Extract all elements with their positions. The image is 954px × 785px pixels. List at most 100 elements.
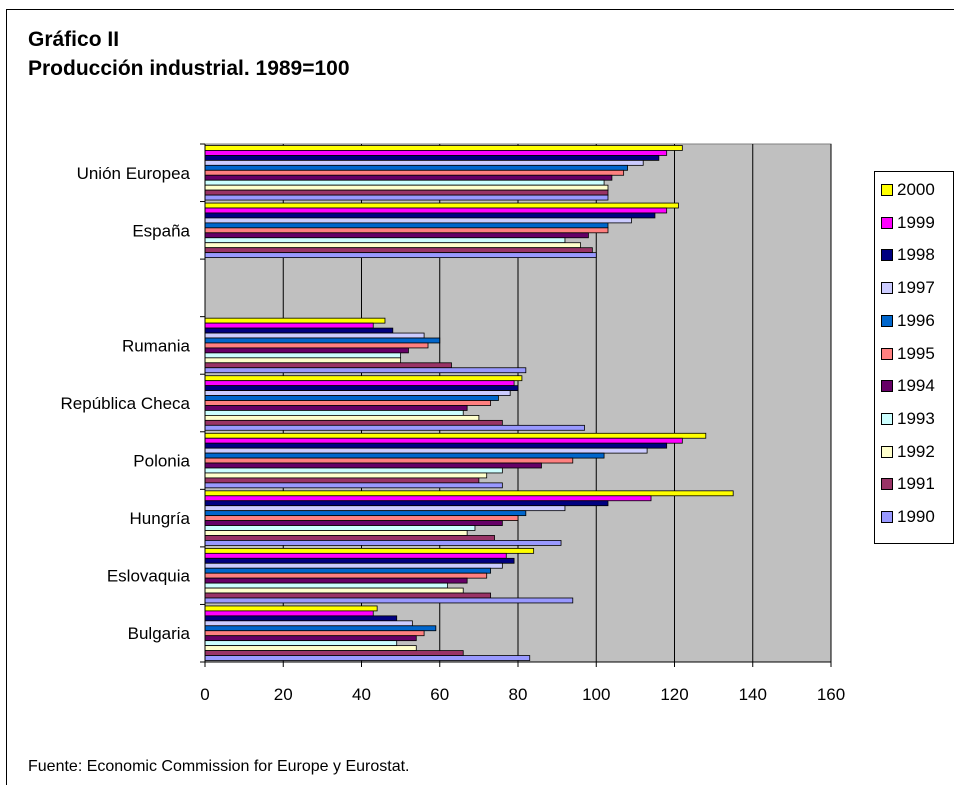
legend-label: 1999 — [897, 212, 935, 232]
bar — [204, 562, 503, 569]
x-tick-label: 120 — [660, 685, 688, 704]
bar — [204, 472, 488, 479]
bar — [204, 337, 441, 344]
legend-swatch — [881, 184, 893, 196]
legend-item: 1994 — [881, 376, 935, 396]
legend-label: 1993 — [897, 408, 935, 428]
bar — [204, 342, 429, 349]
bars — [204, 145, 734, 661]
bar — [204, 442, 668, 449]
bar — [204, 625, 437, 632]
legend-item: 1999 — [881, 213, 935, 233]
legend-swatch — [881, 314, 893, 327]
bar — [204, 317, 386, 324]
bar — [204, 610, 374, 617]
legend-label: 1990 — [897, 507, 935, 526]
bar — [204, 184, 609, 191]
bar — [204, 597, 574, 604]
bar — [204, 630, 425, 637]
bar — [204, 212, 656, 219]
bar — [204, 150, 668, 156]
x-tick-label: 0 — [200, 685, 209, 704]
bar — [204, 437, 683, 444]
legend-swatch — [881, 347, 893, 360]
category-label: Hungría — [130, 509, 191, 528]
bar — [204, 547, 535, 554]
legend-swatch — [881, 478, 893, 491]
bar — [204, 217, 632, 224]
bar — [204, 375, 523, 382]
legend-label: 1991 — [897, 474, 935, 494]
bar — [204, 557, 515, 564]
category-label: Rumania — [122, 336, 191, 355]
legend-swatch — [881, 282, 893, 295]
bar — [204, 495, 652, 502]
bar — [204, 500, 609, 507]
bar — [204, 520, 503, 526]
bar — [204, 155, 660, 161]
bar — [204, 327, 394, 334]
legend-label: 1996 — [897, 310, 935, 330]
chart-subtitle: Producción industrial. 1989=100 — [28, 57, 350, 80]
legend-item: 1996 — [881, 311, 935, 331]
bar — [204, 222, 609, 229]
legend-swatch — [881, 216, 893, 229]
category-label: Unión Europea — [77, 164, 191, 183]
legend-swatch — [881, 380, 893, 393]
axes — [200, 143, 832, 667]
bar — [204, 490, 734, 497]
bar — [204, 567, 492, 574]
bar — [204, 390, 511, 396]
legend-item: 2000 — [881, 180, 935, 200]
category-label: Bulgaria — [128, 624, 191, 643]
bar — [204, 640, 398, 647]
x-tick-label: 20 — [274, 685, 293, 704]
bar — [204, 202, 679, 209]
legend-swatch — [881, 511, 893, 523]
bar — [204, 655, 531, 661]
category-label: República Checa — [61, 394, 191, 413]
category-labels: Unión Europea España Rumania República Chec… — [61, 164, 191, 643]
bar — [204, 419, 503, 426]
x-tick-label: 40 — [352, 685, 371, 704]
bar — [204, 582, 448, 589]
bar — [204, 174, 613, 181]
legend-swatch — [881, 249, 893, 262]
x-tick-label: 80 — [509, 685, 528, 704]
bar — [204, 169, 625, 176]
legend-item: 1997 — [881, 278, 935, 298]
category-label: España — [132, 221, 190, 240]
legend-item: 1995 — [881, 344, 935, 364]
x-tick-label: 160 — [817, 685, 845, 704]
legend-label: 1992 — [897, 441, 935, 461]
bar — [204, 587, 464, 594]
x-tick-label: 140 — [739, 685, 767, 704]
bar — [204, 207, 668, 214]
bar — [204, 164, 628, 171]
bar — [204, 635, 417, 642]
bar — [204, 380, 515, 387]
bar — [204, 227, 609, 234]
bar — [204, 515, 519, 521]
chart-frame — [6, 9, 954, 785]
legend-label: 1994 — [897, 376, 935, 396]
bar — [204, 424, 585, 431]
x-tick-label: 60 — [430, 685, 449, 704]
bar — [204, 347, 409, 354]
bar — [204, 179, 605, 186]
legend-label: 1995 — [897, 343, 935, 363]
bar — [204, 247, 593, 254]
legend-swatch — [881, 445, 893, 458]
bar — [204, 189, 609, 196]
bar — [204, 577, 468, 584]
bar — [204, 410, 464, 416]
bar — [204, 385, 519, 392]
bar — [204, 362, 452, 369]
legend-item: 1992 — [881, 442, 935, 462]
bar — [204, 462, 542, 469]
bar — [204, 572, 488, 579]
bar — [204, 232, 589, 239]
legend-item: 1993 — [881, 409, 935, 429]
bar — [204, 510, 527, 517]
